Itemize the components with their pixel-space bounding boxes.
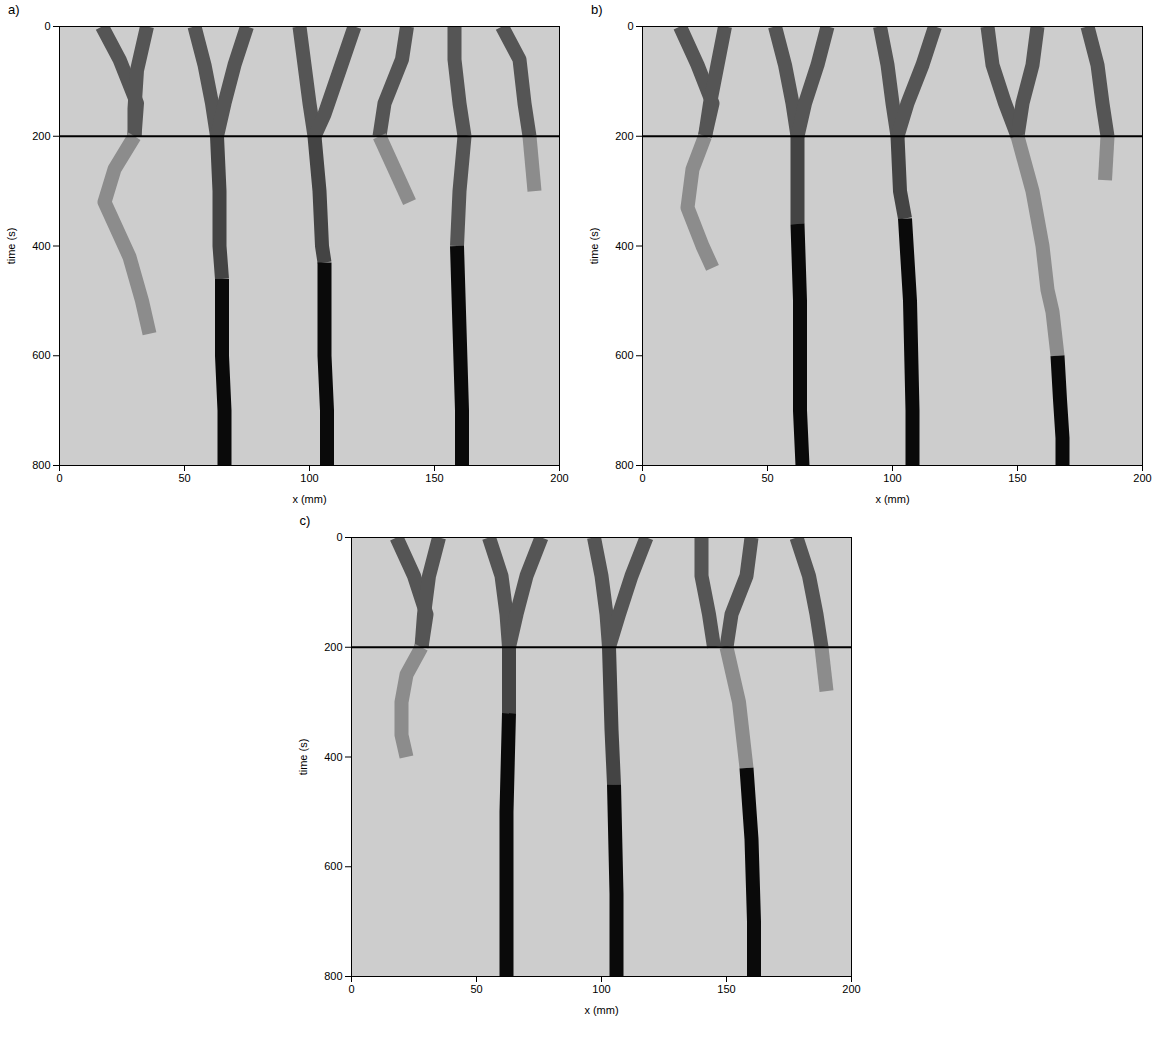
svg-text:800: 800 xyxy=(615,459,633,471)
svg-text:200: 200 xyxy=(842,983,860,995)
svg-text:100: 100 xyxy=(592,983,610,995)
svg-text:time (s): time (s) xyxy=(588,228,600,265)
html-text:a): a) xyxy=(8,2,20,17)
svg-text:150: 150 xyxy=(717,983,735,995)
svg-text:0: 0 xyxy=(44,20,50,32)
svg-text:150: 150 xyxy=(1008,472,1026,484)
svg-text:600: 600 xyxy=(615,349,633,361)
svg-text:x (mm): x (mm) xyxy=(875,493,909,505)
svg-text:0: 0 xyxy=(336,531,342,543)
svg-text:600: 600 xyxy=(32,349,50,361)
html-text:b): b) xyxy=(591,2,603,17)
svg-text:600: 600 xyxy=(324,860,342,872)
svg-text:50: 50 xyxy=(178,472,190,484)
svg-text:400: 400 xyxy=(32,240,50,252)
svg-text:x (mm): x (mm) xyxy=(584,1004,618,1016)
svg-text:100: 100 xyxy=(883,472,901,484)
svg-text:400: 400 xyxy=(615,240,633,252)
svg-text:x (mm): x (mm) xyxy=(292,493,326,505)
svg-text:200: 200 xyxy=(1133,472,1151,484)
svg-text:200: 200 xyxy=(324,641,342,653)
svg-text:0: 0 xyxy=(627,20,633,32)
svg-text:0: 0 xyxy=(56,472,62,484)
svg-text:200: 200 xyxy=(32,130,50,142)
svg-text:50: 50 xyxy=(470,983,482,995)
svg-text:800: 800 xyxy=(32,459,50,471)
svg-text:time (s): time (s) xyxy=(297,739,309,776)
svg-text:150: 150 xyxy=(425,472,443,484)
svg-text:200: 200 xyxy=(615,130,633,142)
svg-text:400: 400 xyxy=(324,751,342,763)
svg-text:50: 50 xyxy=(761,472,773,484)
svg-text:800: 800 xyxy=(324,970,342,982)
svg-text:0: 0 xyxy=(639,472,645,484)
html-text:c): c) xyxy=(299,513,311,528)
svg-text:200: 200 xyxy=(550,472,568,484)
svg-text:time (s): time (s) xyxy=(5,228,17,265)
svg-text:0: 0 xyxy=(348,983,354,995)
svg-text:100: 100 xyxy=(300,472,318,484)
